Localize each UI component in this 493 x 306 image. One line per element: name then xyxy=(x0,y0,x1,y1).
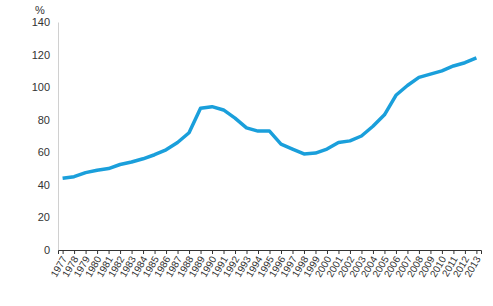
x-tick-mark xyxy=(143,250,144,254)
y-axis-line xyxy=(58,23,59,251)
x-tick-mark xyxy=(430,250,431,254)
x-tick-mark xyxy=(315,250,316,254)
x-tick-mark xyxy=(74,250,75,254)
y-tick-label: 0 xyxy=(44,244,50,256)
x-tick-mark xyxy=(97,250,98,254)
x-tick-mark xyxy=(86,250,87,254)
x-tick-mark xyxy=(350,250,351,254)
y-tick: 0 xyxy=(44,244,58,256)
x-tick-mark xyxy=(258,250,259,254)
x-tick-mark xyxy=(384,250,385,254)
x-tick-mark xyxy=(304,250,305,254)
x-tick-mark xyxy=(132,250,133,254)
y-tick: 40 xyxy=(38,179,58,191)
x-tick-mark xyxy=(442,250,443,254)
x-tick-mark xyxy=(63,250,64,254)
x-tick-mark xyxy=(201,250,202,254)
plot-area: 0 20 40 60 80 100 120 140 1977197819791980198119… xyxy=(32,16,483,279)
y-tick: 120 xyxy=(32,49,58,61)
x-tick-mark xyxy=(155,250,156,254)
x-tick-mark xyxy=(338,250,339,254)
x-tick-mark xyxy=(224,250,225,254)
x-tick-mark xyxy=(189,250,190,254)
y-tick: 60 xyxy=(38,146,58,158)
chart-container: 0 20 40 60 80 100 120 140 1977197819791980198119… xyxy=(0,0,493,306)
x-tick-mark xyxy=(292,250,293,254)
y-axis: 0 20 40 60 80 100 120 140 xyxy=(32,16,59,256)
x-tick-mark xyxy=(453,250,454,254)
x-axis: 1977197819791980198119821983198419851986… xyxy=(48,250,483,279)
y-tick-label: 100 xyxy=(32,81,50,93)
x-tick-mark xyxy=(120,250,121,254)
x-tick-mark xyxy=(407,250,408,254)
y-tick-label: 60 xyxy=(38,146,50,158)
x-tick: 2013 xyxy=(462,250,483,279)
marks xyxy=(63,58,477,179)
x-tick-mark xyxy=(247,250,248,254)
y-tick: 80 xyxy=(38,114,58,126)
x-axis-line xyxy=(59,251,482,255)
x-tick-label: 2013 xyxy=(462,254,483,279)
x-tick-mark xyxy=(327,250,328,254)
chart-svg: 0 20 40 60 80 100 120 140 1977197819791980198119… xyxy=(0,0,493,306)
x-tick-mark xyxy=(235,250,236,254)
data-line xyxy=(63,58,477,179)
x-tick-mark xyxy=(109,250,110,254)
x-tick-mark xyxy=(178,250,179,254)
x-tick-mark xyxy=(361,250,362,254)
y-tick-label: 120 xyxy=(32,49,50,61)
x-tick-mark xyxy=(465,250,466,254)
y-tick: 140 xyxy=(32,16,58,28)
y-tick: 20 xyxy=(38,211,58,223)
x-tick-mark xyxy=(281,250,282,254)
y-tick-label: 20 xyxy=(38,211,50,223)
y-tick-label: 40 xyxy=(38,179,50,191)
y-tick: 100 xyxy=(32,81,58,93)
x-tick-mark xyxy=(166,250,167,254)
y-axis-title: % xyxy=(35,4,45,16)
x-tick-mark xyxy=(476,250,477,254)
x-tick-mark xyxy=(373,250,374,254)
x-tick-mark xyxy=(396,250,397,254)
x-tick-mark xyxy=(212,250,213,254)
x-tick-mark xyxy=(270,250,271,254)
x-tick-mark xyxy=(419,250,420,254)
y-tick-label: 140 xyxy=(32,16,50,28)
y-tick-label: 80 xyxy=(38,114,50,126)
